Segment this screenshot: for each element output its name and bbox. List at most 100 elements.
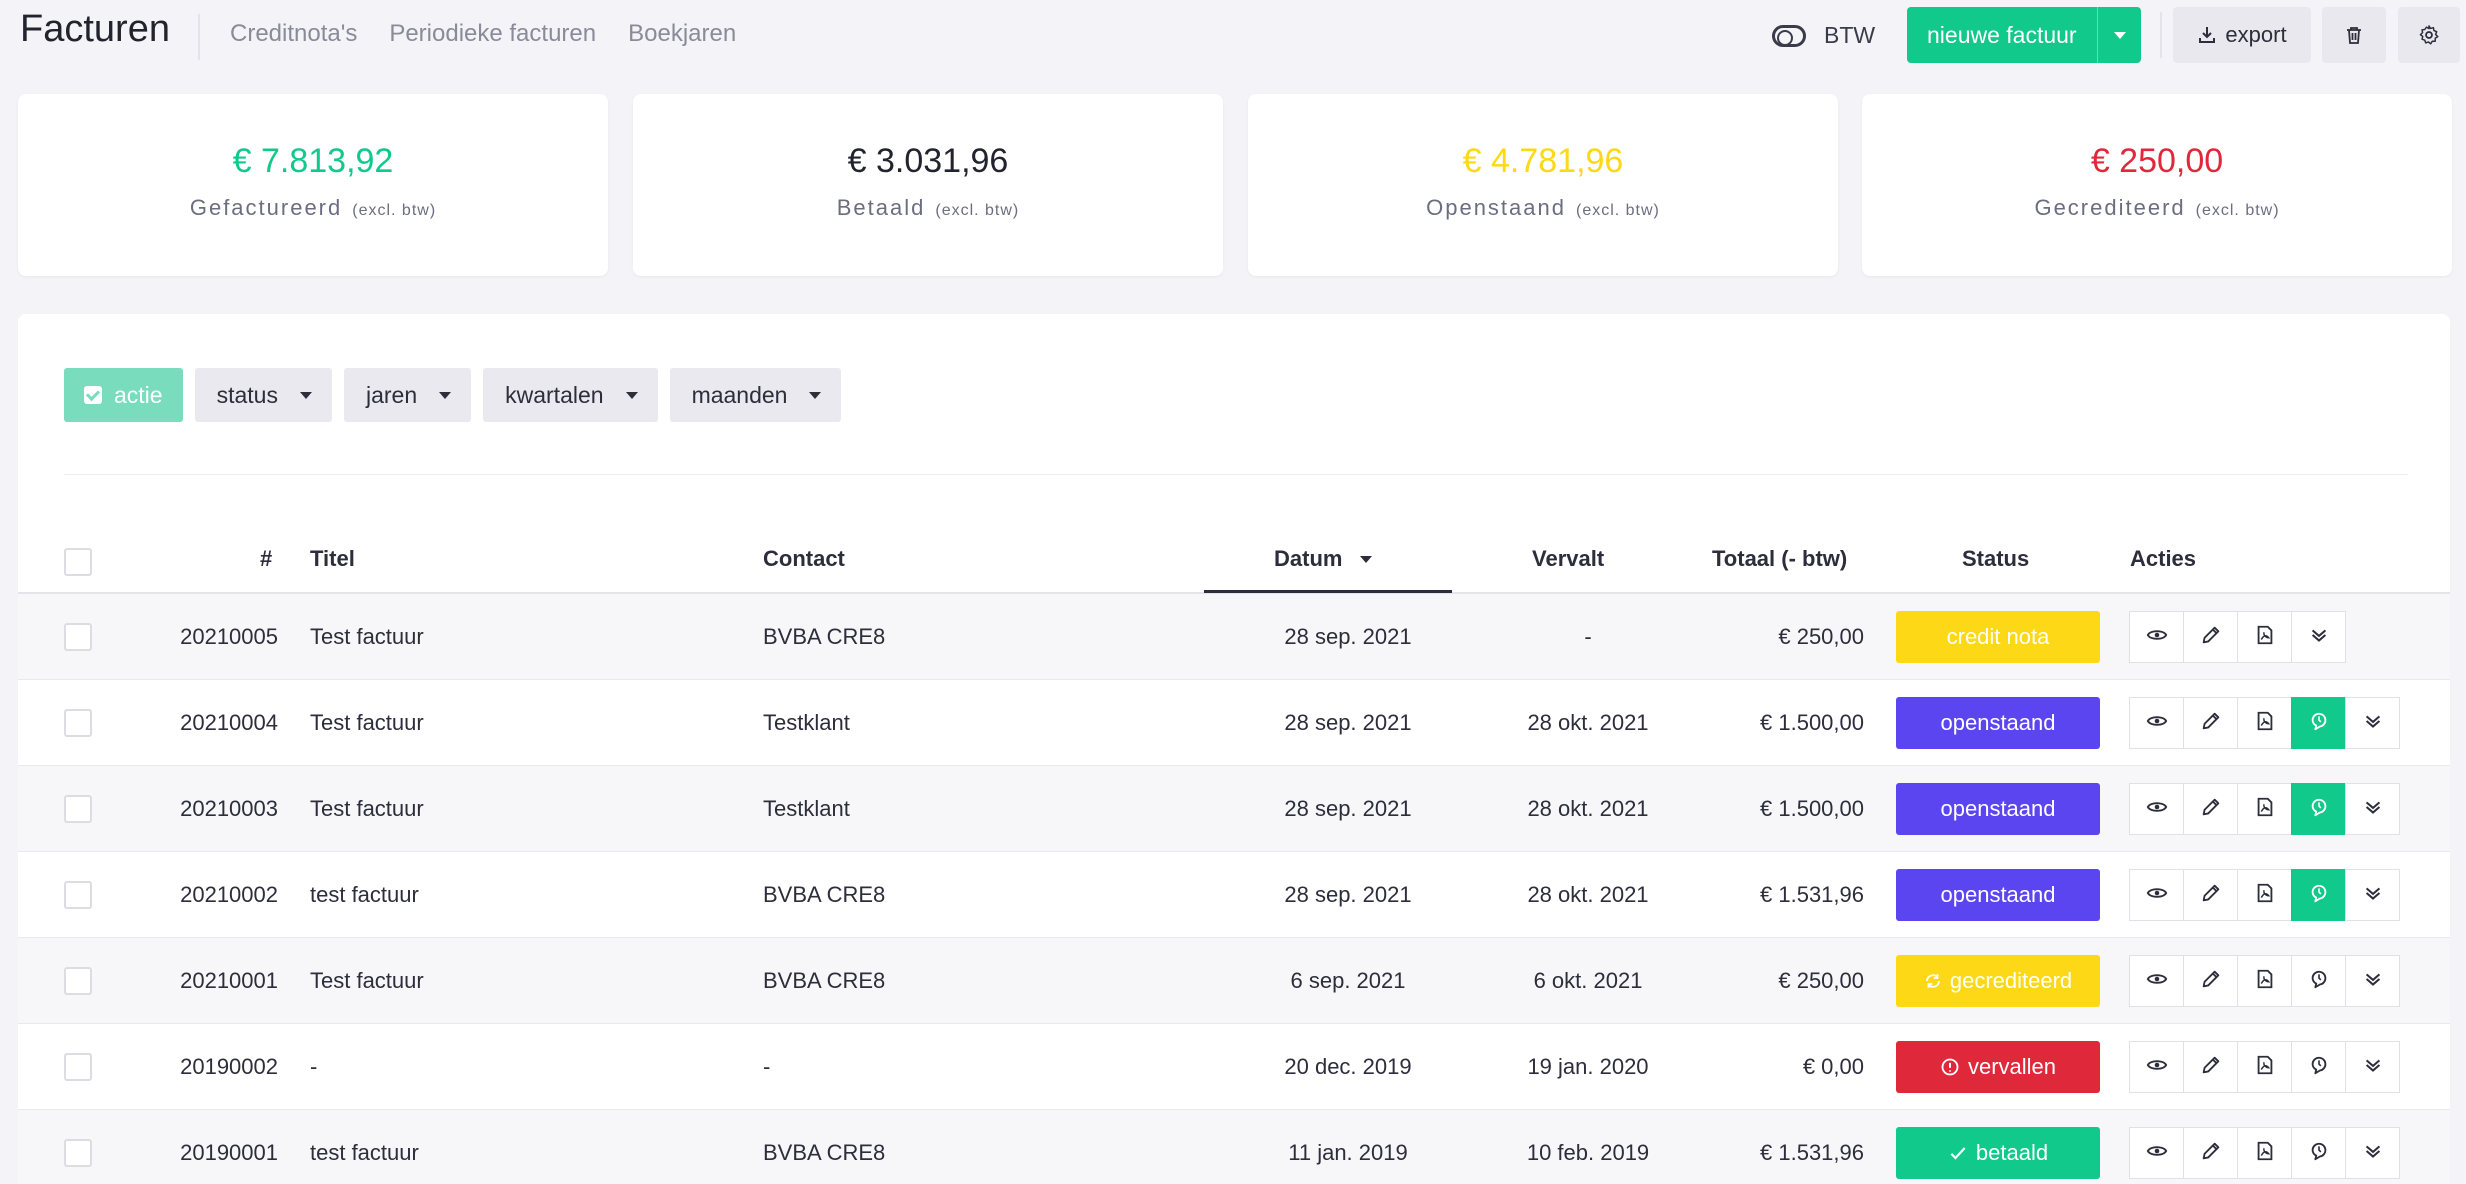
more-button[interactable] bbox=[2345, 783, 2400, 835]
invoice-total: € 1.500,00 bbox=[1760, 710, 1864, 735]
col-title[interactable]: Titel bbox=[310, 546, 355, 571]
nav-creditnotas[interactable]: Creditnota's bbox=[230, 20, 358, 47]
chevron-down-icon bbox=[2362, 796, 2384, 823]
reminder-button[interactable] bbox=[2291, 697, 2346, 749]
export-button[interactable]: export bbox=[2173, 7, 2311, 63]
more-button[interactable] bbox=[2345, 1041, 2400, 1093]
status-badge[interactable]: openstaand bbox=[1896, 869, 2100, 921]
more-button[interactable] bbox=[2345, 1127, 2400, 1179]
filter-kwartalen[interactable]: kwartalen bbox=[483, 368, 658, 422]
new-invoice-label[interactable]: nieuwe factuur bbox=[1927, 21, 2077, 48]
invoice-contact: - bbox=[763, 1054, 771, 1079]
row-checkbox[interactable] bbox=[64, 766, 92, 852]
btw-toggle[interactable]: BTW bbox=[1772, 22, 1875, 49]
col-status[interactable]: Status bbox=[1962, 546, 2030, 571]
status-label: gecrediteerd bbox=[1949, 968, 2073, 993]
status-badge[interactable]: openstaand bbox=[1896, 697, 2100, 749]
view-button[interactable] bbox=[2129, 869, 2184, 921]
status-label: openstaand bbox=[1940, 796, 2056, 821]
view-button[interactable] bbox=[2129, 1041, 2184, 1093]
checkbox-icon bbox=[84, 386, 102, 404]
reminder-button[interactable] bbox=[2291, 1041, 2346, 1093]
delete-button[interactable] bbox=[2322, 7, 2386, 63]
view-button[interactable] bbox=[2129, 955, 2184, 1007]
more-button[interactable] bbox=[2345, 955, 2400, 1007]
row-checkbox[interactable] bbox=[64, 1110, 92, 1184]
new-invoice-button[interactable]: nieuwe factuur bbox=[1907, 7, 2141, 63]
nav-boekjaren[interactable]: Boekjaren bbox=[628, 20, 737, 47]
pdf-button[interactable] bbox=[2237, 697, 2292, 749]
filter-actie[interactable]: actie bbox=[64, 368, 183, 422]
filter-status[interactable]: status bbox=[194, 368, 332, 422]
pdf-button[interactable] bbox=[2237, 783, 2292, 835]
pdf-button[interactable] bbox=[2237, 955, 2292, 1007]
status-badge[interactable]: gecrediteerd bbox=[1896, 955, 2100, 1007]
reminder-button[interactable] bbox=[2291, 1127, 2346, 1179]
nav-periodieke-facturen[interactable]: Periodieke facturen bbox=[389, 20, 597, 47]
edit-button[interactable] bbox=[2183, 1127, 2238, 1179]
invoice-due: 19 jan. 2020 bbox=[1527, 1054, 1649, 1079]
edit-button[interactable] bbox=[2183, 697, 2238, 749]
row-actions bbox=[2129, 955, 2400, 1007]
reminder-button[interactable] bbox=[2291, 783, 2346, 835]
table-row[interactable]: 20190002 - - 20 dec. 2019 19 jan. 2020 € 0,00… bbox=[18, 1024, 2450, 1110]
table-row[interactable]: 20210005 Test factuur BVBA CRE8 28 sep. 202… bbox=[18, 594, 2450, 680]
row-checkbox[interactable] bbox=[64, 852, 92, 938]
filter-jaren[interactable]: jaren bbox=[343, 368, 472, 422]
reminder-button[interactable] bbox=[2291, 955, 2346, 1007]
pdf-icon bbox=[2254, 968, 2276, 995]
status-badge[interactable]: betaald bbox=[1896, 1127, 2100, 1179]
col-date[interactable]: Datum bbox=[1274, 546, 1373, 572]
select-all-checkbox[interactable] bbox=[64, 548, 92, 576]
view-button[interactable] bbox=[2129, 1127, 2184, 1179]
more-button[interactable] bbox=[2345, 869, 2400, 921]
col-date-label: Datum bbox=[1274, 546, 1343, 571]
pencil-icon bbox=[2200, 1054, 2222, 1081]
more-button[interactable] bbox=[2345, 697, 2400, 749]
new-invoice-dropdown[interactable] bbox=[2097, 7, 2141, 63]
row-checkbox[interactable] bbox=[64, 938, 92, 1024]
status-badge[interactable]: credit nota bbox=[1896, 611, 2100, 663]
pdf-button[interactable] bbox=[2237, 869, 2292, 921]
table-row[interactable]: 20210004 Test factuur Testklant 28 sep. 202… bbox=[18, 680, 2450, 766]
reminder-icon bbox=[2308, 882, 2330, 909]
invoice-title: Test factuur bbox=[310, 710, 424, 735]
chevron-down-icon bbox=[2362, 882, 2384, 909]
table-row[interactable]: 20190001 test factuur BVBA CRE8 11 jan. 201… bbox=[18, 1110, 2450, 1184]
view-button[interactable] bbox=[2129, 697, 2184, 749]
status-label: openstaand bbox=[1940, 882, 2056, 907]
col-due[interactable]: Vervalt bbox=[1532, 546, 1605, 571]
pdf-button[interactable] bbox=[2237, 611, 2292, 663]
view-button[interactable] bbox=[2129, 783, 2184, 835]
table-row[interactable]: 20210002 test factuur BVBA CRE8 28 sep. 202… bbox=[18, 852, 2450, 938]
edit-button[interactable] bbox=[2183, 1041, 2238, 1093]
edit-button[interactable] bbox=[2183, 783, 2238, 835]
col-total[interactable]: Totaal (- btw) bbox=[1712, 546, 1848, 571]
table-row[interactable]: 20210001 Test factuur BVBA CRE8 6 sep. 2021… bbox=[18, 938, 2450, 1024]
view-button[interactable] bbox=[2129, 611, 2184, 663]
more-button[interactable] bbox=[2291, 611, 2346, 663]
table-row[interactable]: 20210003 Test factuur Testklant 28 sep. 202… bbox=[18, 766, 2450, 852]
invoice-contact: Testklant bbox=[763, 796, 850, 821]
reminder-button[interactable] bbox=[2291, 869, 2346, 921]
edit-button[interactable] bbox=[2183, 611, 2238, 663]
edit-button[interactable] bbox=[2183, 955, 2238, 1007]
pdf-button[interactable] bbox=[2237, 1127, 2292, 1179]
filter-maanden[interactable]: maanden bbox=[669, 368, 842, 422]
row-checkbox[interactable] bbox=[64, 680, 92, 766]
row-checkbox[interactable] bbox=[64, 594, 92, 680]
col-contact[interactable]: Contact bbox=[763, 546, 845, 571]
invoice-title: - bbox=[310, 1054, 318, 1079]
invoice-number: 20210002 bbox=[180, 882, 278, 907]
toggle-icon[interactable] bbox=[1772, 24, 1806, 47]
row-checkbox[interactable] bbox=[64, 1024, 92, 1110]
pdf-button[interactable] bbox=[2237, 1041, 2292, 1093]
eye-icon bbox=[2146, 1140, 2168, 1167]
edit-button[interactable] bbox=[2183, 869, 2238, 921]
status-badge[interactable]: openstaand bbox=[1896, 783, 2100, 835]
card-label-row: Gecrediteerd (excl. btw) bbox=[1862, 195, 2452, 221]
filter-label: jaren bbox=[365, 381, 418, 408]
status-badge[interactable]: vervallen bbox=[1896, 1041, 2100, 1093]
settings-button[interactable] bbox=[2398, 7, 2460, 63]
invoice-number: 20210001 bbox=[180, 968, 278, 993]
